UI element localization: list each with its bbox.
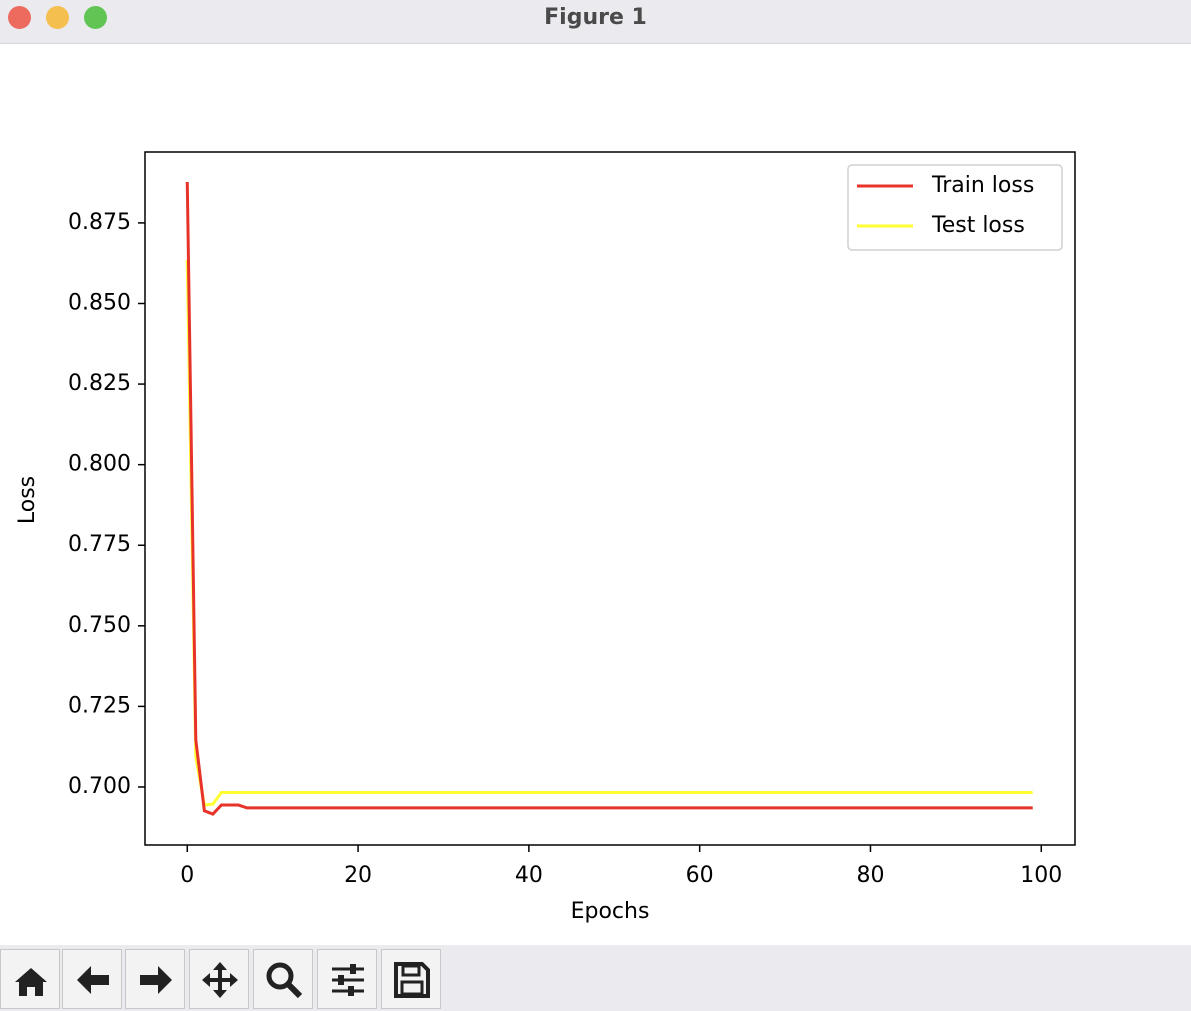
- y-tick-label: 0.750: [68, 613, 131, 638]
- y-tick-label: 0.775: [68, 532, 131, 557]
- zoom-button[interactable]: [84, 6, 107, 29]
- minimize-button[interactable]: [46, 6, 69, 29]
- pan-button[interactable]: [189, 949, 249, 1009]
- x-tick-label: 100: [1020, 863, 1062, 888]
- title-bar: Figure 1: [0, 0, 1191, 44]
- zoom-tool-button[interactable]: [253, 949, 313, 1009]
- home-button[interactable]: [0, 949, 60, 1009]
- chart: Epochs Loss 0.700 0.725 0.750 0.775 0.800 0.8…: [15, 151, 1076, 924]
- x-tick-label: 40: [515, 863, 543, 888]
- x-axis-label: Epochs: [571, 899, 650, 924]
- y-axis-label: Loss: [15, 476, 40, 524]
- y-tick-label: 0.875: [68, 210, 131, 235]
- plot-frame: [144, 151, 1076, 846]
- close-button[interactable]: [8, 6, 31, 29]
- toolbar: [0, 945, 1191, 1011]
- legend-label: Test loss: [931, 213, 1025, 238]
- y-tick-label: 0.700: [68, 774, 131, 799]
- back-button[interactable]: [62, 949, 122, 1009]
- x-tick-label: 20: [344, 863, 372, 888]
- y-tick-label: 0.850: [68, 290, 131, 315]
- forward-button[interactable]: [125, 949, 185, 1009]
- x-tick-label: 60: [686, 863, 714, 888]
- data-line: [185, 259, 1033, 807]
- save-button[interactable]: [381, 949, 441, 1009]
- x-tick-label: 0: [180, 863, 194, 888]
- y-tick-label: 0.800: [68, 452, 131, 477]
- y-tick-label: 0.725: [68, 693, 131, 718]
- configure-button[interactable]: [317, 949, 377, 1009]
- y-tick-label: 0.825: [68, 371, 131, 396]
- window-title: Figure 1: [544, 5, 647, 30]
- x-tick-label: 80: [856, 863, 884, 888]
- legend-label: Train loss: [931, 173, 1034, 198]
- data-line: [185, 181, 1033, 816]
